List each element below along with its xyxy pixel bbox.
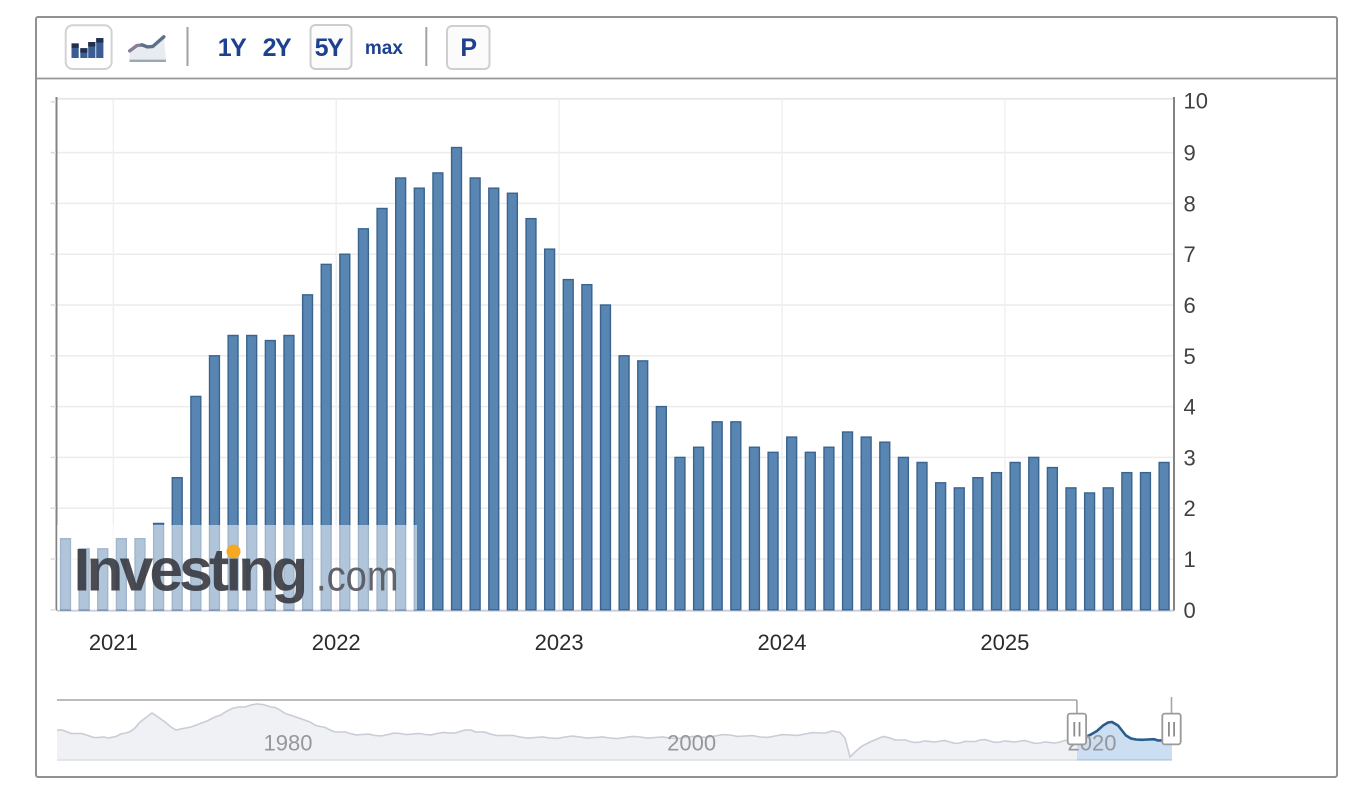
svg-text:0: 0 [1184, 598, 1196, 623]
svg-text:7: 7 [1184, 242, 1196, 267]
svg-text:5Y: 5Y [315, 34, 344, 62]
svg-text:2022: 2022 [312, 630, 361, 655]
svg-text:2000: 2000 [667, 731, 716, 756]
svg-text:2024: 2024 [758, 630, 807, 655]
svg-text:2021: 2021 [89, 630, 138, 655]
svg-text:2025: 2025 [980, 630, 1029, 655]
svg-text:10: 10 [1184, 89, 1208, 114]
svg-text:Investıng: Investıng [74, 536, 305, 604]
svg-text:1Y: 1Y [218, 34, 247, 62]
svg-text:6: 6 [1184, 293, 1196, 318]
svg-text:8: 8 [1184, 191, 1196, 216]
svg-text:2: 2 [1184, 496, 1196, 521]
svg-text:4: 4 [1184, 395, 1196, 420]
svg-text:1980: 1980 [264, 731, 313, 756]
svg-text:5: 5 [1184, 344, 1196, 369]
svg-text:.com: .com [316, 551, 399, 600]
svg-text:2023: 2023 [535, 630, 584, 655]
svg-text:1: 1 [1184, 547, 1196, 572]
svg-text:P: P [460, 34, 477, 62]
svg-text:max: max [365, 38, 403, 59]
svg-text:3: 3 [1184, 445, 1196, 470]
svg-text:9: 9 [1184, 141, 1196, 166]
svg-text:2Y: 2Y [263, 34, 292, 62]
